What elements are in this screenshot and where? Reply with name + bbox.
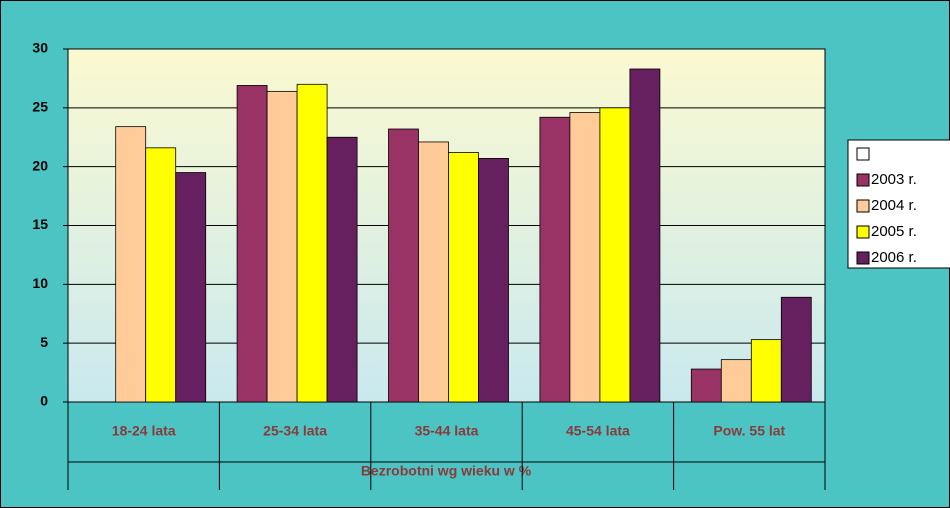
x-tick-label: Pow. 55 lat	[713, 423, 785, 439]
bar	[539, 116, 571, 403]
x-axis-title: Bezrobotni wg wieku w %	[361, 463, 532, 479]
x-tick-label: 25-34 lata	[263, 423, 327, 439]
bar	[750, 339, 782, 403]
y-tick-label: 25	[32, 99, 48, 115]
bar	[175, 172, 207, 403]
bar	[418, 141, 449, 403]
bar	[599, 107, 631, 403]
bar	[629, 68, 661, 403]
legend-swatch	[856, 225, 870, 239]
bar	[388, 128, 419, 403]
y-tick-label: 15	[32, 216, 48, 232]
legend-swatch	[856, 173, 870, 187]
y-tick-label: 20	[32, 157, 48, 173]
bar	[780, 296, 812, 403]
bar	[326, 136, 358, 403]
y-tick-label: 10	[32, 275, 48, 291]
bar	[690, 368, 722, 403]
legend-label: 2005 r.	[871, 223, 917, 240]
x-tick-label: 45-54 lata	[566, 423, 630, 439]
legend-swatch	[856, 147, 870, 161]
bar	[296, 83, 328, 403]
y-tick-label: 30	[32, 40, 48, 56]
bar	[236, 85, 268, 403]
y-tick-label: 0	[40, 393, 48, 409]
bar	[478, 158, 509, 403]
legend-label: 2003 r.	[871, 171, 917, 188]
bar	[266, 90, 298, 403]
bar	[720, 359, 752, 403]
bar	[115, 126, 147, 403]
bar	[448, 152, 479, 403]
legend-swatch	[856, 251, 870, 265]
legend-label: 2006 r.	[871, 249, 917, 266]
x-tick-label: 18-24 lata	[112, 423, 176, 439]
bar	[145, 147, 177, 403]
bar	[569, 112, 601, 403]
legend-label: 2004 r.	[871, 197, 917, 214]
y-tick-label: 5	[40, 334, 48, 350]
x-tick-label: 35-44 lata	[415, 423, 479, 439]
legend-swatch	[856, 199, 870, 213]
